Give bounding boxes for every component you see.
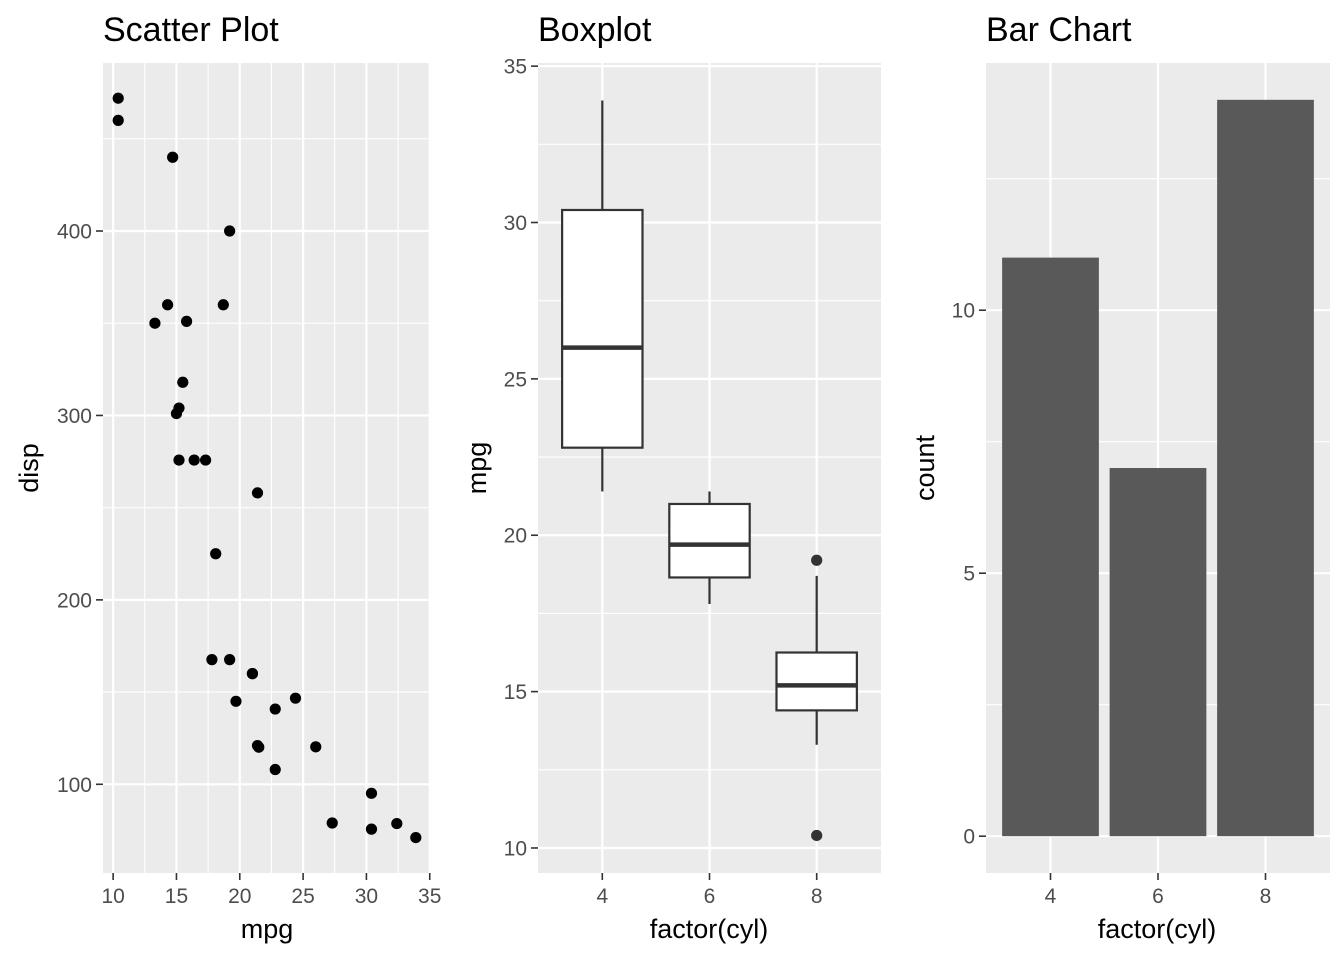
- x-tick-label: 8: [1260, 885, 1272, 908]
- y-tick-label: 200: [57, 589, 92, 612]
- bar-chart: 4 6 8 0 5 10 Bar Chart factor(cyl) count: [910, 11, 1330, 944]
- scatter-point: [365, 823, 378, 835]
- y-tick-label: 20: [504, 525, 527, 548]
- scatter-point: [149, 317, 161, 329]
- scatter-panel-background: [103, 63, 431, 873]
- scatter-y-axis: 100 200 300 400: [57, 221, 103, 797]
- x-tick-label: 20: [228, 885, 251, 908]
- x-tick-label: 8: [811, 885, 823, 908]
- y-tick-label: 100: [57, 774, 92, 797]
- scatter-point: [269, 703, 281, 715]
- box-y-axis-title: mpg: [462, 442, 492, 495]
- bar-y-axis-title: count: [910, 434, 940, 501]
- scatter-point: [230, 695, 242, 707]
- scatter-x-axis-title: mpg: [241, 914, 294, 944]
- scatter-point: [391, 817, 403, 830]
- box-iqr: [561, 208, 644, 449]
- scatter-point: [188, 454, 200, 466]
- y-tick-label: 10: [504, 837, 527, 860]
- scatter-points: [112, 92, 422, 844]
- box-chart: 4 6 8 10 15 20 25 30 35 Boxplot factor(cyl) mpg: [462, 11, 881, 944]
- box-x-axis: 4 6 8: [596, 873, 823, 908]
- x-tick-label: 6: [1152, 885, 1164, 908]
- scatter-point: [217, 299, 229, 311]
- x-tick-label: 4: [596, 885, 608, 908]
- bar-x-axis: 4 6 8: [1045, 873, 1272, 908]
- scatter-point: [365, 787, 378, 799]
- x-tick-label: 35: [418, 885, 441, 908]
- x-tick-label: 25: [291, 885, 314, 908]
- x-tick-label: 30: [355, 885, 378, 908]
- box-iqr: [668, 502, 751, 579]
- x-tick-label: 15: [165, 885, 188, 908]
- y-tick-label: 400: [57, 221, 92, 244]
- scatter-point: [206, 654, 218, 666]
- scatter-point: [410, 831, 422, 844]
- y-tick-label: 10: [952, 300, 975, 323]
- box-x-axis-title: factor(cyl): [650, 914, 769, 944]
- box-outlier: [811, 829, 823, 842]
- scatter-point: [161, 299, 174, 311]
- box-iqr: [775, 651, 858, 712]
- scatter-chart: 10 15 20 25 30 35 100 200 300 400 Scatter Plot m…: [14, 11, 441, 944]
- bar-4: [1002, 257, 1099, 837]
- y-tick-label: 15: [504, 681, 527, 704]
- scatter-point: [177, 376, 189, 388]
- bar-8: [1217, 99, 1314, 837]
- scatter-point: [269, 763, 281, 776]
- y-tick-label: 5: [963, 563, 975, 586]
- bar-title: Bar Chart: [986, 11, 1132, 49]
- y-tick-label: 35: [504, 56, 527, 79]
- scatter-point: [112, 92, 124, 104]
- box-title: Boxplot: [538, 11, 652, 49]
- scatter-point: [173, 454, 185, 466]
- scatter-gridlines: [103, 63, 431, 873]
- box-marks: [561, 100, 858, 842]
- bar-6: [1109, 468, 1207, 837]
- bar-x-axis-title: factor(cyl): [1098, 914, 1217, 944]
- scatter-point: [180, 315, 193, 327]
- scatter-point: [170, 407, 183, 420]
- scatter-point: [310, 741, 322, 753]
- scatter-point: [326, 817, 338, 829]
- scatter-point: [199, 454, 212, 466]
- x-tick-label: 6: [704, 885, 716, 908]
- scatter-point: [289, 692, 302, 704]
- x-tick-label: 10: [101, 885, 124, 908]
- scatter-point: [251, 739, 264, 752]
- x-tick-label: 4: [1045, 885, 1057, 908]
- scatter-x-axis: 10 15 20 25 30 35: [101, 873, 441, 908]
- scatter-point: [224, 225, 236, 237]
- y-tick-label: 300: [57, 405, 92, 428]
- scatter-point: [224, 654, 236, 666]
- scatter-title: Scatter Plot: [103, 11, 279, 49]
- box-y-axis: 10 15 20 25 30 35: [504, 56, 538, 860]
- scatter-y-axis-title: disp: [14, 443, 44, 493]
- bar-marks: [1002, 99, 1314, 837]
- scatter-point: [210, 548, 222, 560]
- scatter-point: [246, 668, 259, 680]
- scatter-point: [251, 487, 264, 499]
- y-tick-label: 25: [504, 368, 527, 391]
- box-outlier: [811, 554, 823, 566]
- scatter-point: [112, 114, 124, 126]
- y-tick-label: 30: [504, 212, 527, 235]
- y-tick-label: 0: [963, 826, 975, 849]
- bar-y-axis: 0 5 10: [952, 300, 986, 849]
- scatter-point: [167, 151, 179, 163]
